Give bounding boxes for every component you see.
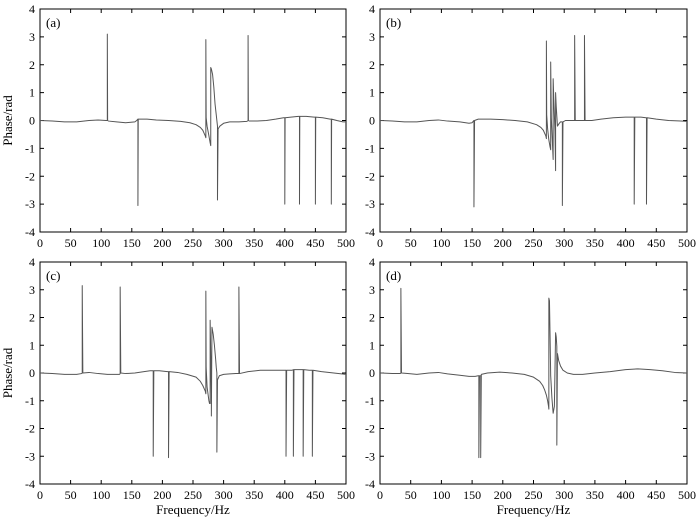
- x-tick-label: 350: [245, 488, 263, 502]
- y-tick-label: 1: [29, 86, 35, 100]
- x-tick-label: 0: [377, 236, 383, 250]
- y-tick-label: -2: [25, 422, 35, 436]
- x-tick-label: 300: [555, 488, 573, 502]
- x-tick-label: 0: [37, 236, 43, 250]
- y-tick-label: 2: [369, 311, 375, 325]
- x-tick-label: 450: [306, 236, 324, 250]
- y-tick-label: -2: [365, 422, 375, 436]
- x-tick-label: 100: [432, 488, 450, 502]
- x-tick-label: 500: [337, 488, 355, 502]
- y-tick-label: -3: [25, 197, 35, 211]
- x-tick-label: 400: [276, 488, 294, 502]
- y-tick-label: -4: [25, 477, 35, 491]
- x-tick-label: 400: [276, 236, 294, 250]
- y-tick-label: 2: [29, 311, 35, 325]
- x-tick-label: 250: [525, 236, 543, 250]
- x-tick-label: 400: [617, 236, 635, 250]
- y-tick-label: 3: [29, 283, 35, 297]
- y-tick-label: -4: [25, 225, 35, 239]
- y-axis-title: Phase/rad: [0, 95, 15, 146]
- x-tick-label: 150: [123, 236, 141, 250]
- y-tick-label: 4: [369, 255, 375, 269]
- x-tick-label: 100: [92, 488, 110, 502]
- y-tick-label: -1: [25, 141, 35, 155]
- x-tick-label: 200: [494, 236, 512, 250]
- y-tick-label: -1: [365, 394, 375, 408]
- y-axis-title: Phase/rad: [0, 347, 15, 398]
- y-tick-label: -4: [365, 477, 375, 491]
- y-tick-label: 0: [29, 366, 35, 380]
- x-tick-label: 350: [245, 236, 263, 250]
- panel-label: (a): [46, 15, 60, 30]
- x-tick-label: 50: [65, 236, 77, 250]
- x-tick-label: 500: [678, 236, 696, 250]
- y-tick-label: 3: [369, 283, 375, 297]
- y-tick-label: -2: [365, 169, 375, 183]
- y-tick-label: -4: [365, 225, 375, 239]
- phase-series-line: [379, 34, 688, 208]
- x-tick-label: 150: [123, 488, 141, 502]
- y-tick-label: -1: [365, 141, 375, 155]
- y-tick-label: 3: [369, 30, 375, 44]
- x-tick-label: 300: [215, 488, 233, 502]
- panel-label: (d): [386, 268, 401, 283]
- y-tick-label: 1: [369, 86, 375, 100]
- x-tick-label: 250: [184, 236, 202, 250]
- x-tick-label: 400: [617, 488, 635, 502]
- y-tick-label: -3: [365, 197, 375, 211]
- x-tick-label: 100: [92, 236, 110, 250]
- x-tick-label: 300: [555, 236, 573, 250]
- x-tick-label: 500: [678, 488, 696, 502]
- x-tick-label: 0: [377, 488, 383, 502]
- y-tick-label: 4: [29, 2, 35, 16]
- y-tick-label: 4: [369, 2, 375, 16]
- y-tick-label: 0: [29, 114, 35, 128]
- phase-series-line: [379, 287, 688, 459]
- x-tick-label: 350: [586, 236, 604, 250]
- chart-panel-1: 0 50 100 150 200 250 300 350 400 450 500 -4 -3 -2 -1 0 1…: [0, 2, 355, 250]
- x-tick-label: 200: [153, 236, 171, 250]
- x-tick-label: 50: [65, 488, 77, 502]
- chart-panel-4: 0 50 100 150 200 250 300 350 400 450 500 -4 -3 -2 -1 0 1…: [365, 255, 696, 517]
- y-tick-label: 2: [29, 58, 35, 72]
- x-tick-label: 150: [463, 488, 481, 502]
- y-tick-label: -3: [365, 449, 375, 463]
- x-tick-label: 250: [184, 488, 202, 502]
- x-axis-title: Frequency/Hz: [156, 502, 230, 517]
- x-tick-label: 50: [405, 488, 417, 502]
- y-tick-label: 0: [369, 366, 375, 380]
- y-tick-label: -1: [25, 394, 35, 408]
- x-tick-label: 450: [647, 488, 665, 502]
- y-tick-label: 1: [369, 338, 375, 352]
- x-tick-label: 150: [463, 236, 481, 250]
- x-tick-label: 50: [405, 236, 417, 250]
- x-tick-label: 0: [37, 488, 43, 502]
- x-tick-label: 100: [432, 236, 450, 250]
- y-tick-label: 0: [369, 114, 375, 128]
- y-tick-label: -3: [25, 449, 35, 463]
- phase-series-line: [39, 285, 347, 459]
- x-tick-label: 200: [494, 488, 512, 502]
- chart-panel-3: 0 50 100 150 200 250 300 350 400 450 500 -4 -3 -2 -1 0 1…: [0, 255, 355, 517]
- x-tick-label: 350: [586, 488, 604, 502]
- x-tick-label: 200: [153, 488, 171, 502]
- x-axis-title: Frequency/Hz: [497, 502, 571, 517]
- x-tick-label: 250: [525, 488, 543, 502]
- phase-series-line: [39, 33, 346, 207]
- chart-panel-2: 0 50 100 150 200 250 300 350 400 450 500 -4 -3 -2 -1 0 1…: [365, 2, 696, 250]
- panel-label: (c): [46, 268, 60, 283]
- y-tick-label: 2: [369, 58, 375, 72]
- y-tick-label: -2: [25, 169, 35, 183]
- y-tick-label: 1: [29, 338, 35, 352]
- x-tick-label: 450: [647, 236, 665, 250]
- x-tick-label: 500: [337, 236, 355, 250]
- y-tick-label: 3: [29, 30, 35, 44]
- x-tick-label: 300: [215, 236, 233, 250]
- y-tick-label: 4: [29, 255, 35, 269]
- panel-label: (b): [386, 15, 401, 30]
- x-tick-label: 450: [306, 488, 324, 502]
